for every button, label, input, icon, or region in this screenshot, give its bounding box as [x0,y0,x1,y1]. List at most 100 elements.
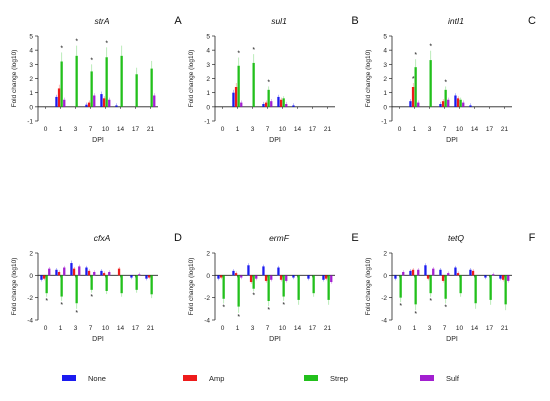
x-tick-label: 10 [456,325,464,332]
bar-amp [279,99,283,107]
significance-marker: * [222,304,225,311]
bar-strep [414,67,417,107]
x-tick-label: 14 [294,126,302,133]
x-tick-label: 21 [501,325,509,332]
bar-none [322,275,325,280]
bar-sulf [93,95,96,107]
significance-marker: * [444,79,447,86]
bar-strep [237,65,240,107]
bar-strep [75,275,78,304]
bar-strep [459,275,462,294]
x-tick-label: 0 [398,126,402,133]
significance-marker: * [267,307,270,314]
bar-amp [249,275,253,283]
x-tick-label: 17 [309,126,317,133]
bar-none [55,269,58,276]
x-tick-label: 7 [443,325,447,332]
y-tick-label: 2 [206,251,210,258]
y-tick-label: 0 [383,273,387,280]
bar-amp [87,102,91,107]
bar-amp [456,273,460,276]
y-tick-label: 0 [206,104,210,111]
panel-letter: C [528,15,536,27]
y-tick-label: 3 [206,62,210,69]
bar-sulf [240,102,243,107]
y-tick-label: 0 [383,104,387,111]
x-tick-label: 1 [236,325,240,332]
x-tick-label: 17 [486,325,494,332]
x-tick-label: 10 [456,126,464,133]
x-tick-label: 1 [59,126,63,133]
bar-sulf [507,275,510,281]
bar-sulf [432,268,435,276]
bar-strep [90,71,93,107]
x-axis-label: DPI [269,137,281,144]
bar-strep [60,61,63,107]
x-tick-label: 7 [443,126,447,133]
bar-sulf [138,274,141,276]
x-tick-label: 10 [102,325,110,332]
bar-strep [60,275,63,297]
y-tick-label: 4 [383,48,387,55]
bar-none [484,275,487,278]
x-tick-label: 21 [147,126,155,133]
panel-letter: D [174,232,182,244]
x-tick-label: 0 [44,126,48,133]
x-axis-label: DPI [92,336,104,343]
bar-strep [252,62,255,107]
bar-amp [234,273,238,276]
bar-amp [441,101,445,107]
bar-strep [267,89,270,107]
bar-amp [72,268,76,276]
bar-strep [459,99,462,107]
y-axis-label: Fold change (log10) [365,258,372,316]
x-tick-label: 3 [74,325,78,332]
y-tick-label: 2 [383,76,387,83]
x-tick-label: 14 [117,325,125,332]
panel-title: strA [94,16,109,26]
x-tick-label: 14 [117,126,125,133]
significance-marker: * [267,79,270,86]
y-tick-label: 2 [29,76,33,83]
significance-marker: * [414,52,417,59]
significance-marker: * [60,302,63,309]
bar-none [262,266,265,276]
x-tick-label: 14 [294,325,302,332]
significance-marker: * [252,292,255,299]
bar-none [409,101,412,107]
x-tick-label: 0 [221,325,225,332]
significance-marker: * [399,303,402,310]
bar-amp [57,88,61,107]
x-tick-label: 10 [279,126,287,133]
significance-marker: * [105,40,108,47]
bar-strep [414,275,417,305]
bar-none [100,94,103,107]
bar-none [262,104,265,107]
bar-strep [429,60,432,107]
x-tick-label: 7 [266,325,270,332]
y-tick-label: 1 [29,90,33,97]
x-tick-label: 21 [324,325,332,332]
bar-strep [237,275,240,307]
bar-sulf [153,95,156,107]
bar-none [232,92,235,107]
bar-strep [45,275,48,294]
bar-amp [279,275,283,280]
bar-sulf [417,102,420,107]
panel-title: intI1 [448,16,464,26]
x-tick-label: 14 [471,126,479,133]
bar-sulf [417,269,420,276]
panel-b: sul1 B -1 0 1 2 3 4 5 Fold change (log10) 0 1 3 7 10 14… [188,15,359,144]
x-tick-label: 1 [59,325,63,332]
bar-amp [441,275,445,281]
bar-sulf [447,99,450,107]
panel-f: tetQ F -4 -2 0 2 Fold change (log10) 0 1 3 7 10 14 17… [365,232,536,343]
x-tick-label: 17 [486,126,494,133]
y-tick-label: 2 [206,76,210,83]
bar-none [292,105,295,107]
bar-none [409,270,412,276]
x-tick-label: 10 [102,126,110,133]
bar-strep [312,275,315,294]
x-tick-label: 3 [74,126,78,133]
bar-strep [105,275,108,291]
